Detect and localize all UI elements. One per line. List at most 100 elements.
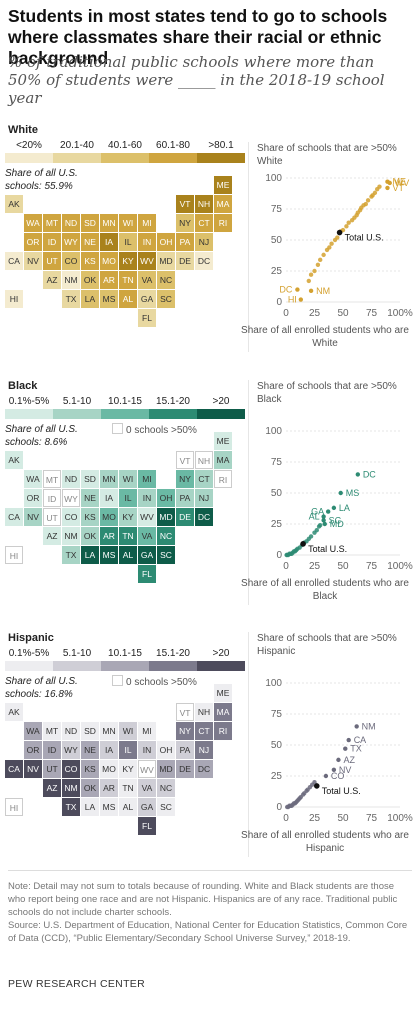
scatter-title: Share of schools that are >50% White: [257, 143, 397, 167]
state-tile-ia: IA: [100, 233, 118, 251]
state-tile-ga: GA: [138, 546, 156, 564]
total-point: [300, 541, 306, 547]
state-tile-ia: IA: [100, 741, 118, 759]
data-point: [284, 804, 290, 810]
data-point: [308, 272, 314, 277]
legend-swatch: [197, 153, 245, 163]
state-tile-ia: IA: [100, 489, 118, 507]
state-tile-dc: DC: [195, 252, 213, 270]
scatter-xlabel: Share of all enrolled students who are W…: [241, 325, 409, 349]
state-tile-id: ID: [43, 741, 61, 759]
legend-swatch: [53, 153, 101, 163]
legend-label: 5.1-10: [62, 396, 92, 407]
point-label: VT: [392, 183, 404, 193]
data-point: [385, 185, 390, 191]
state-tile-ky: KY: [119, 760, 137, 778]
section-label: Hispanic: [8, 632, 54, 644]
state-tile-pa: PA: [176, 233, 194, 251]
state-tile-va: VA: [138, 527, 156, 545]
data-point: [369, 194, 374, 199]
point-label: Total U.S.: [308, 544, 347, 554]
legend-label: <20%: [16, 140, 42, 151]
scatter-hispanic: Share of schools that are >50% Hispanic …: [241, 632, 420, 857]
state-tile-vt: VT: [176, 451, 194, 469]
state-tile-mt: MT: [43, 722, 61, 740]
state-tile-ma: MA: [214, 451, 232, 469]
legend-label: 0.1%-5%: [8, 648, 50, 659]
state-tile-wi: WI: [119, 722, 137, 740]
legend-label: 0.1%-5%: [8, 396, 50, 407]
y-tick-label: 75: [271, 709, 283, 720]
data-point: [329, 241, 334, 246]
state-tile-ks: KS: [81, 508, 99, 526]
x-tick-label: 75: [366, 561, 378, 572]
state-tile-wa: WA: [24, 470, 42, 488]
data-point: [349, 217, 355, 223]
legend-label: >80.1: [208, 140, 234, 151]
state-tile-ut: UT: [43, 760, 61, 778]
state-tile-la: LA: [81, 798, 99, 816]
state-tile-ks: KS: [81, 252, 99, 270]
data-point: [318, 257, 323, 263]
state-tile-ri: RI: [214, 214, 232, 232]
state-tile-ma: MA: [214, 195, 232, 213]
state-tile-tx: TX: [62, 290, 80, 308]
state-tile-de: DE: [176, 252, 194, 270]
share-note: Share of all U.S. schools: 16.8%: [5, 676, 78, 700]
chart-title: Students in most states tend to go to sc…: [8, 6, 388, 68]
data-point: [324, 247, 330, 253]
state-tile-nd: ND: [62, 722, 80, 740]
state-tile-nc: NC: [157, 527, 175, 545]
data-point: [321, 518, 326, 523]
point-label: NM: [362, 721, 376, 731]
state-tile-pa: PA: [176, 741, 194, 759]
zero-schools-legend: 0 schools >50%: [112, 675, 197, 688]
y-tick-label: 50: [271, 488, 283, 499]
state-tile-nd: ND: [62, 214, 80, 232]
state-tile-de: DE: [176, 760, 194, 778]
legend-label: 10.1-15: [108, 648, 142, 659]
state-tile-sc: SC: [157, 546, 175, 564]
state-tile-nv: NV: [24, 760, 42, 778]
state-tile-oh: OH: [157, 489, 175, 507]
state-tile-sc: SC: [157, 290, 175, 308]
data-point: [375, 186, 380, 192]
state-tile-nj: NJ: [195, 489, 213, 507]
state-tile-ak: AK: [5, 703, 23, 721]
data-point: [331, 505, 337, 511]
state-tile-ar: AR: [100, 779, 118, 797]
legend-swatch: [101, 661, 149, 671]
legend-swatch: [5, 153, 53, 163]
state-tile-ne: NE: [81, 489, 99, 507]
legend-label: >20: [212, 396, 230, 407]
legend-label: 10.1-15: [108, 396, 142, 407]
y-tick-label: 25: [271, 266, 283, 277]
note: Note: Detail may not sum to totals becau…: [8, 881, 398, 918]
data-point: [343, 746, 348, 751]
state-tile-ks: KS: [81, 760, 99, 778]
legend-label: >20: [212, 648, 230, 659]
y-tick-label: 0: [276, 297, 282, 308]
state-tile-wy: WY: [62, 233, 80, 251]
state-tile-la: LA: [81, 546, 99, 564]
state-tile-il: IL: [119, 741, 137, 759]
point-label: GA: [311, 507, 324, 517]
state-tile-ky: KY: [119, 252, 137, 270]
data-point: [321, 514, 326, 519]
state-tile-md: MD: [157, 508, 175, 526]
data-point: [387, 180, 392, 186]
data-point: [298, 297, 304, 302]
state-tile-nj: NJ: [195, 233, 213, 251]
data-point: [318, 523, 323, 528]
source: Source: U.S. Department of Education, Na…: [8, 920, 408, 944]
state-tile-ct: CT: [195, 214, 213, 232]
state-tile-ri: RI: [214, 722, 232, 740]
state-tile-pa: PA: [176, 489, 194, 507]
point-label: HI: [288, 295, 297, 305]
y-tick-label: 50: [271, 235, 283, 246]
section-black: Black 0.1%-5% 5.1-10 10.1-15 15.1-20 >20…: [0, 380, 420, 610]
total-point: [313, 783, 320, 789]
state-tile-de: DE: [176, 508, 194, 526]
